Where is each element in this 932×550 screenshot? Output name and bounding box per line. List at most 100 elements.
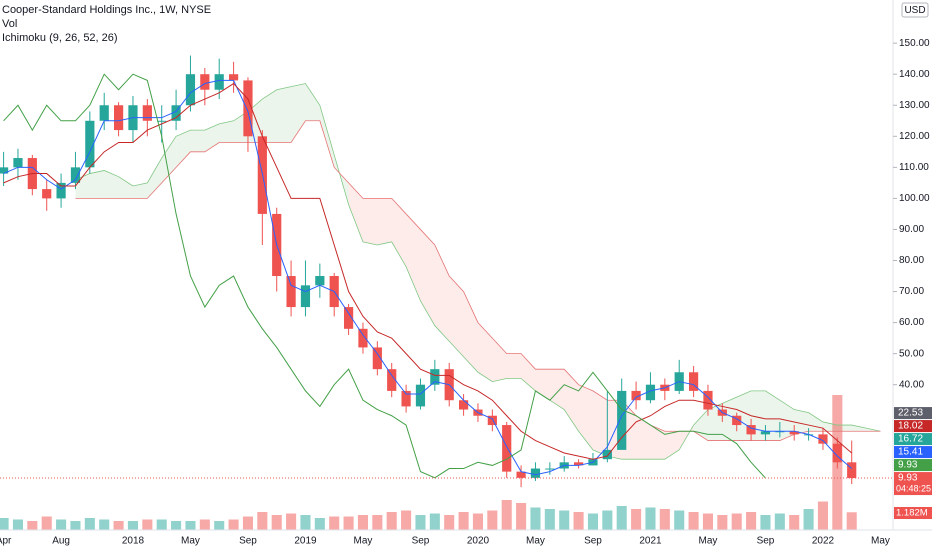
cloud-segment bbox=[147, 158, 162, 199]
candle-body bbox=[847, 462, 857, 479]
cloud-segment bbox=[104, 170, 119, 199]
volume-bar bbox=[803, 509, 814, 530]
volume-bar bbox=[199, 519, 210, 530]
candle-body bbox=[185, 74, 196, 106]
price-marker bbox=[894, 472, 932, 496]
x-tick-label: May bbox=[181, 536, 200, 547]
cloud-segment bbox=[636, 415, 651, 460]
price-marker-label: 9.93 bbox=[898, 473, 918, 484]
candle-body bbox=[688, 372, 699, 391]
candle-body bbox=[171, 105, 181, 121]
y-tick-label: 120.00 bbox=[899, 131, 930, 142]
candle-body bbox=[113, 105, 124, 131]
cloud-segment bbox=[420, 229, 435, 326]
ichimoku-line bbox=[3, 79, 853, 476]
candle-body bbox=[315, 276, 325, 286]
cloud-segment bbox=[477, 322, 493, 382]
cloud-segment bbox=[851, 425, 867, 432]
x-tick-label: 2021 bbox=[639, 536, 662, 547]
volume-bar bbox=[70, 521, 81, 530]
cloud-segment bbox=[89, 170, 105, 199]
span-b bbox=[75, 120, 881, 441]
candle-body bbox=[286, 276, 296, 308]
candle-body bbox=[746, 425, 756, 435]
candle-body bbox=[56, 182, 66, 199]
cloud-segment bbox=[190, 130, 205, 152]
volume-bar bbox=[544, 509, 555, 530]
price-marker-label: 9.93 bbox=[898, 460, 918, 471]
cloud-segment bbox=[492, 338, 507, 382]
price-marker bbox=[894, 420, 932, 433]
indicator-legend: Ichimoku (9, 26, 52, 26) bbox=[2, 32, 118, 44]
y-tick-label: 110.00 bbox=[899, 162, 929, 173]
price-marker bbox=[894, 446, 932, 459]
y-tick-label: 80.00 bbox=[899, 255, 924, 266]
x-tick-label: May bbox=[871, 536, 890, 547]
volume-bar bbox=[41, 516, 52, 530]
candle-body bbox=[631, 390, 641, 401]
volume-bar bbox=[472, 513, 483, 530]
volume-bar bbox=[444, 515, 455, 530]
candle-body bbox=[372, 347, 382, 370]
volume-marker bbox=[894, 507, 932, 519]
volume-bar bbox=[429, 513, 440, 530]
cloud-segment bbox=[319, 105, 335, 168]
volume-bar bbox=[516, 503, 527, 530]
volume-bar bbox=[142, 519, 153, 530]
volume-bar bbox=[386, 512, 397, 530]
volume-bar bbox=[501, 500, 512, 530]
volume-bar bbox=[645, 507, 656, 530]
volume-bar bbox=[415, 515, 426, 530]
x-tick-label: Sep bbox=[412, 536, 430, 547]
volume-bar bbox=[789, 515, 800, 530]
price-marker bbox=[894, 459, 932, 472]
cloud-segment bbox=[794, 409, 809, 435]
candle-body bbox=[573, 462, 584, 466]
x-tick-label: Sep bbox=[757, 536, 775, 547]
volume-bar bbox=[717, 515, 728, 530]
cloud-segment bbox=[808, 412, 823, 432]
x-tick-label: 2018 bbox=[122, 536, 145, 547]
volume-bar bbox=[0, 518, 9, 530]
y-tick-label: 140.00 bbox=[899, 69, 930, 80]
candle-body bbox=[85, 120, 95, 168]
currency: USD bbox=[904, 5, 925, 16]
volume-bar bbox=[27, 521, 38, 530]
cloud-segment bbox=[722, 397, 737, 441]
candle-body bbox=[401, 390, 411, 407]
volume-bar bbox=[228, 519, 239, 530]
volume-bar bbox=[271, 515, 282, 530]
volume-bar bbox=[674, 510, 685, 530]
candle-body bbox=[42, 189, 52, 199]
volume-bar bbox=[12, 519, 23, 530]
cloud-segment bbox=[535, 369, 550, 401]
cloud-segment bbox=[348, 182, 363, 242]
y-tick-label: 50.00 bbox=[899, 348, 924, 359]
currency-box bbox=[901, 2, 929, 18]
cloud-segment bbox=[291, 83, 306, 143]
candle-body bbox=[602, 449, 612, 460]
candle-body bbox=[70, 167, 81, 183]
volume-bar bbox=[314, 518, 325, 530]
price-marker bbox=[894, 407, 932, 420]
y-tick-label: 130.00 bbox=[899, 100, 930, 111]
x-tick-label: May bbox=[526, 536, 545, 547]
volume-bar bbox=[573, 512, 584, 530]
volume-bar bbox=[746, 512, 757, 530]
cloud-segment bbox=[305, 83, 320, 121]
candle-body bbox=[200, 74, 210, 90]
cloud-segment bbox=[463, 291, 478, 373]
x-tick-label: May bbox=[699, 536, 718, 547]
volume-bar bbox=[214, 521, 225, 530]
volume-bar bbox=[185, 521, 196, 530]
volume-bar bbox=[587, 513, 598, 530]
candle-body bbox=[343, 307, 354, 329]
volume-bar bbox=[257, 512, 268, 530]
x-tick-label: 2020 bbox=[467, 536, 490, 547]
candle-body bbox=[157, 120, 167, 122]
candle-body bbox=[545, 468, 555, 470]
candle-body bbox=[703, 390, 713, 410]
price-marker bbox=[894, 433, 932, 446]
cloud-segment bbox=[506, 353, 522, 379]
